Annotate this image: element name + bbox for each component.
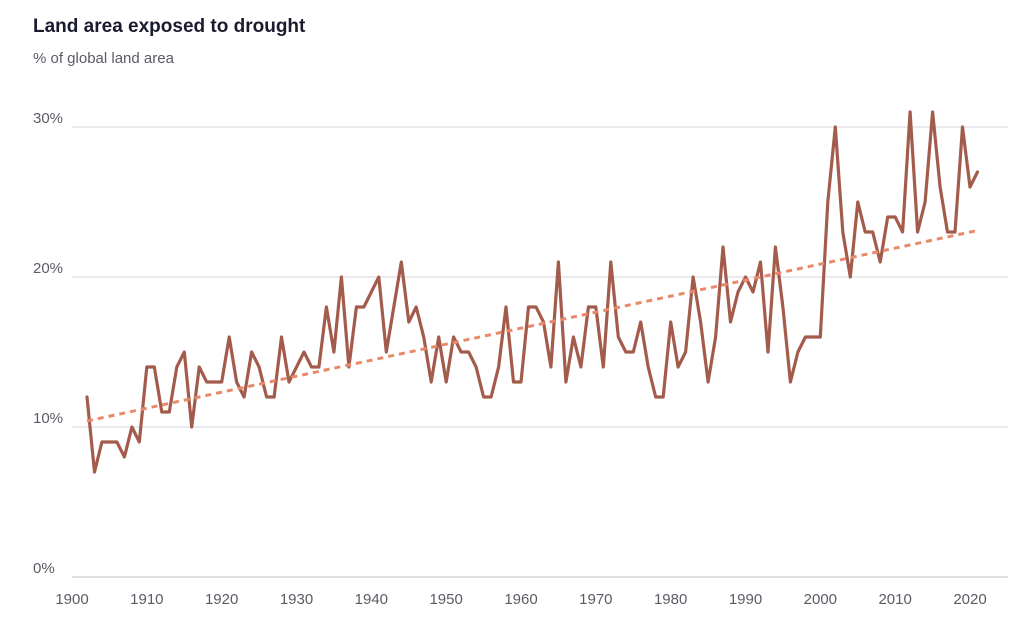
x-tick-label: 1900: [55, 591, 88, 608]
x-tick-label: 1920: [205, 591, 238, 608]
x-tick-label: 1980: [654, 591, 687, 608]
x-tick-label: 1970: [579, 591, 612, 608]
drought-series-line: [85, 110, 980, 474]
y-tick-label: 10%: [33, 410, 63, 427]
x-tick-label: 1950: [429, 591, 462, 608]
x-tick-label: 1960: [504, 591, 537, 608]
x-tick-label: 1930: [280, 591, 313, 608]
chart-subtitle: % of global land area: [33, 50, 174, 67]
y-tick-label: 20%: [33, 260, 63, 277]
x-tick-label: 2020: [953, 591, 986, 608]
y-tick-label: 30%: [33, 110, 63, 127]
trend-line: [86, 229, 978, 423]
x-tick-label: 1940: [355, 591, 388, 608]
x-tick-label: 1990: [729, 591, 762, 608]
x-tick-label: 1910: [130, 591, 163, 608]
x-tick-label: 2000: [804, 591, 837, 608]
x-tick-label: 2010: [878, 591, 911, 608]
y-tick-label: 0%: [33, 560, 55, 577]
chart-title: Land area exposed to drought: [33, 16, 306, 37]
